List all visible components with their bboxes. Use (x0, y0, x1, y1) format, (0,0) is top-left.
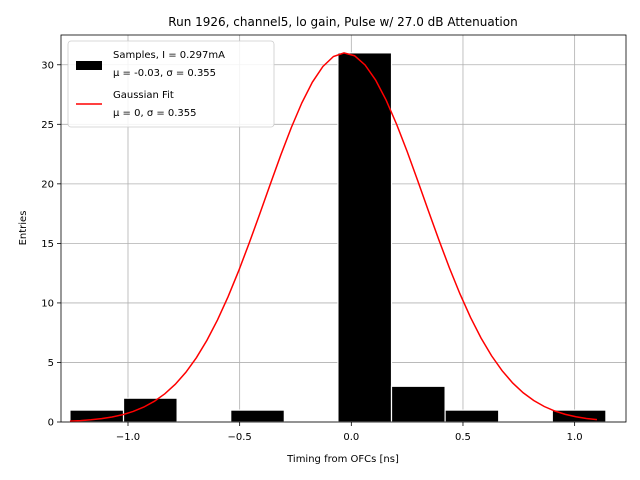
histogram-bar-1 (122, 397, 178, 423)
x-tick-label-2: 0.0 (343, 432, 359, 443)
y-tick-label-4: 20 (41, 179, 54, 190)
chart-title: Run 1926, channel5, lo gain, Pulse w/ 27… (168, 15, 517, 29)
x-tick-label-0: −1.0 (116, 432, 140, 443)
histogram-bar-3 (230, 409, 285, 423)
x-tick-label-4: 1.0 (567, 432, 583, 443)
legend-swatch-samples (76, 61, 102, 70)
histogram-bars (69, 52, 607, 423)
x-axis-label: Timing from OFCs [ns] (286, 454, 399, 465)
legend-samples-label: Samples, I = 0.297mA (113, 50, 225, 61)
legend-samples-stats: μ = -0.03, σ = 0.355 (113, 68, 216, 79)
y-tick-label-0: 0 (48, 418, 54, 429)
plot-frame (60, 34, 627, 423)
y-tick-label-1: 5 (48, 358, 54, 369)
histogram-bar-6 (390, 385, 446, 423)
gaussian-fit-line (69, 52, 598, 422)
legend: Samples, I = 0.297mA μ = -0.03, σ = 0.35… (67, 40, 275, 128)
y-axis-label: Entries (18, 211, 29, 246)
legend-fit-stats: μ = 0, σ = 0.355 (113, 108, 197, 119)
x-tick-label-3: 0.5 (455, 432, 471, 443)
x-tick-label-1: −0.5 (228, 432, 252, 443)
legend-box (67, 40, 275, 128)
y-tick-label-3: 15 (41, 239, 54, 250)
histogram-bar-7 (444, 409, 500, 423)
y-tick-label-6: 30 (41, 60, 54, 71)
y-tick-label-2: 10 (41, 298, 54, 309)
x-axis-ticks: −1.0 −0.5 0.0 0.5 1.0 (116, 422, 583, 443)
legend-fit-label: Gaussian Fit (113, 90, 174, 101)
y-axis-ticks: 0 5 10 15 20 25 30 (41, 60, 61, 429)
histogram-bar-9 (551, 409, 607, 423)
histogram-bar-5 (337, 52, 393, 423)
y-tick-label-5: 25 (41, 120, 54, 131)
